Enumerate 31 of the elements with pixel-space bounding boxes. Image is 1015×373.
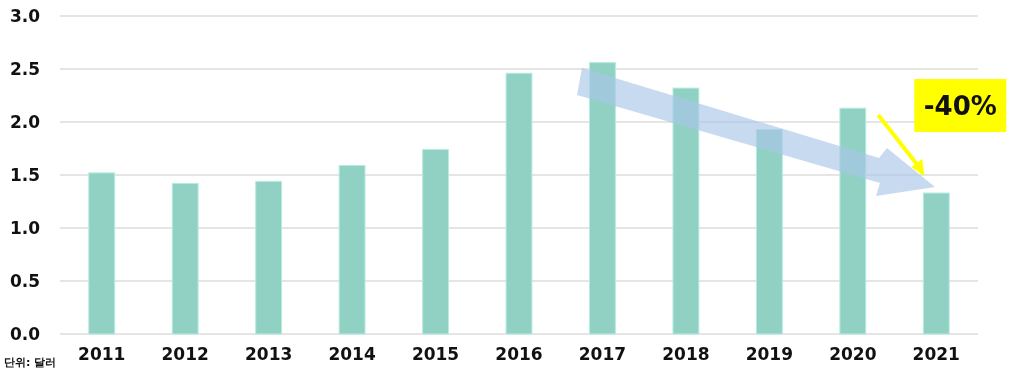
x-tick-label: 2015: [411, 344, 460, 364]
annotation: -40%: [923, 91, 997, 122]
y-tick-label: 1.5: [9, 164, 40, 185]
bar: [755, 128, 783, 335]
x-tick-label: 2011: [78, 344, 126, 364]
y-tick-label: 2.5: [9, 58, 40, 79]
x-tick-label: 2016: [495, 344, 543, 364]
bar: [505, 72, 533, 335]
bar: [88, 172, 116, 335]
bar: [922, 192, 950, 335]
x-tick-label: 2014: [328, 344, 376, 364]
bar: [839, 107, 867, 335]
y-tick-label: 0.0: [9, 323, 41, 344]
y-tick-label: 2.0: [9, 111, 41, 132]
x-tick-label: 2019: [745, 344, 794, 364]
text: 단위: 달러: [4, 356, 57, 369]
bar: [589, 62, 616, 335]
bar: [255, 180, 283, 335]
y-tick-label: 0.5: [9, 270, 40, 291]
x-tick-label: 2012: [161, 344, 209, 364]
x-tick-label: 2020: [829, 344, 877, 364]
bar: [338, 164, 366, 335]
bar: [171, 182, 199, 335]
bar: [422, 149, 449, 335]
x-tick-label: 2017: [578, 344, 627, 364]
bar: [672, 87, 700, 335]
x-tick-label: 2021: [912, 344, 960, 364]
y-tick-label: 1.0: [9, 217, 41, 238]
x-tick-label: 2018: [662, 344, 710, 364]
x-tick-label: 2013: [244, 344, 293, 364]
y-tick-label: 3.0: [9, 5, 41, 26]
